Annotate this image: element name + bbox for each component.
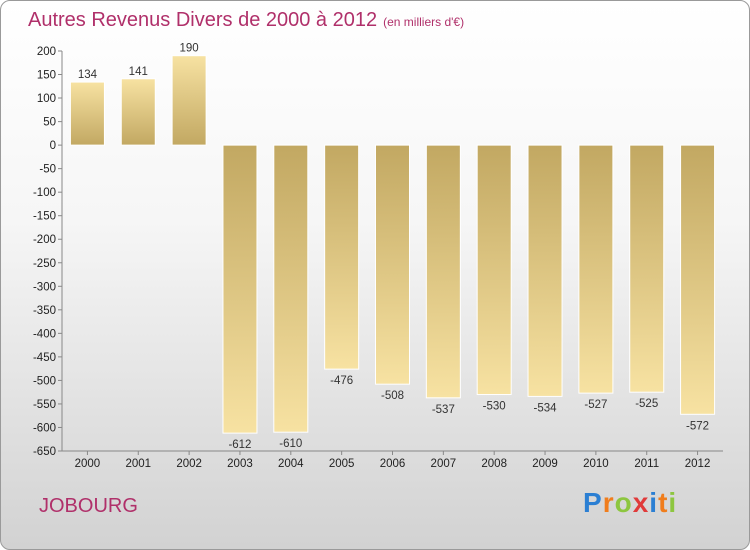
logo-letter: r	[602, 487, 615, 518]
x-tick-label: 2003	[227, 458, 253, 470]
y-tick-label: -50	[39, 164, 56, 176]
data-label-2001: 141	[129, 66, 148, 78]
x-tick-label: 2010	[583, 458, 609, 470]
logo-letter: i	[649, 487, 659, 518]
y-tick-label: -600	[33, 422, 56, 434]
bar-2011	[629, 144, 665, 393]
y-tick-label: -150	[33, 211, 56, 223]
y-tick-label: -350	[33, 305, 56, 317]
data-label-2007: -537	[432, 404, 455, 416]
y-tick-label: -100	[33, 187, 56, 199]
data-label-2005: -476	[330, 375, 353, 387]
y-tick-label: -450	[33, 352, 56, 364]
bar-2007	[425, 144, 461, 399]
y-tick-label: -650	[33, 446, 56, 458]
x-tick-label: 2011	[634, 458, 659, 470]
y-tick-label: 50	[43, 117, 56, 129]
logo-letter: i	[668, 487, 678, 518]
logo-letter: x	[632, 487, 650, 518]
data-label-2000: 134	[78, 69, 98, 81]
y-tick-label: -400	[33, 328, 56, 340]
x-tick-label: 2005	[329, 458, 355, 470]
x-axis: 2000 2001 2002 2003 2004 2005 2006 2007 2008 2009…	[62, 450, 723, 470]
data-label-2008: -530	[483, 401, 506, 413]
proxiti-logo: Proxiti	[583, 487, 677, 519]
bar-2004	[273, 144, 309, 433]
y-tick-label: 0	[50, 140, 56, 152]
logo-letter: t	[658, 487, 669, 518]
data-label-2004: -610	[279, 438, 302, 450]
data-label-2003: -612	[228, 439, 251, 451]
chart-title-text: Autres Revenus Divers de 2000 à 2012	[28, 9, 378, 31]
y-tick-label: -550	[33, 399, 56, 411]
bar-2001	[120, 78, 156, 146]
x-tick-label: 2001	[125, 458, 151, 470]
x-tick-label: 2007	[431, 458, 457, 470]
y-tick-label: 150	[37, 70, 56, 82]
y-tick-label: 100	[37, 93, 56, 105]
y-tick-label: -300	[33, 281, 56, 293]
x-tick-label: 2012	[685, 458, 711, 470]
chart-title: Autres Revenus Divers de 2000 à 2012 (en …	[28, 9, 464, 32]
data-label-2009: -534	[534, 402, 558, 414]
x-tick-label: 2009	[532, 458, 558, 470]
x-tick-label: 2002	[176, 458, 202, 470]
data-label-2012: -572	[686, 420, 709, 432]
commune-name: JOBOURG	[39, 495, 138, 517]
y-axis: 200 150 100 50 0 -50 -100 -150 -200 -250 -300 -350 -…	[33, 46, 63, 458]
y-tick-label: -200	[33, 234, 56, 246]
bar-2005	[324, 144, 360, 370]
data-label-2006: -508	[381, 390, 404, 402]
bar-2006	[375, 144, 410, 385]
x-tick-label: 2008	[481, 458, 507, 470]
x-tick-label: 2006	[380, 458, 406, 470]
chart-subtitle: (en milliers d'€)	[383, 15, 465, 29]
bar-2012	[680, 144, 716, 415]
bar-2010	[578, 144, 614, 394]
x-tick-label: 2000	[75, 458, 101, 470]
bars-group	[69, 55, 716, 434]
data-label-2002: 190	[180, 43, 199, 55]
data-labels-group: 134 141 190 -612 -610 -476 -508 -537 -530 -534 -52…	[78, 43, 709, 451]
x-tick-label: 2004	[278, 458, 304, 470]
bar-2003	[222, 144, 258, 434]
data-label-2011: -525	[635, 398, 658, 410]
logo-letter: o	[614, 487, 633, 518]
bar-2000	[69, 81, 105, 146]
bar-2002	[171, 55, 207, 146]
logo-letter: P	[583, 487, 603, 518]
data-label-2010: -527	[584, 399, 607, 411]
bar-2008	[476, 144, 512, 396]
bar-2009	[527, 144, 563, 397]
y-tick-label: 200	[37, 46, 56, 58]
y-tick-label: -250	[33, 258, 56, 270]
y-tick-label: -500	[33, 375, 56, 387]
